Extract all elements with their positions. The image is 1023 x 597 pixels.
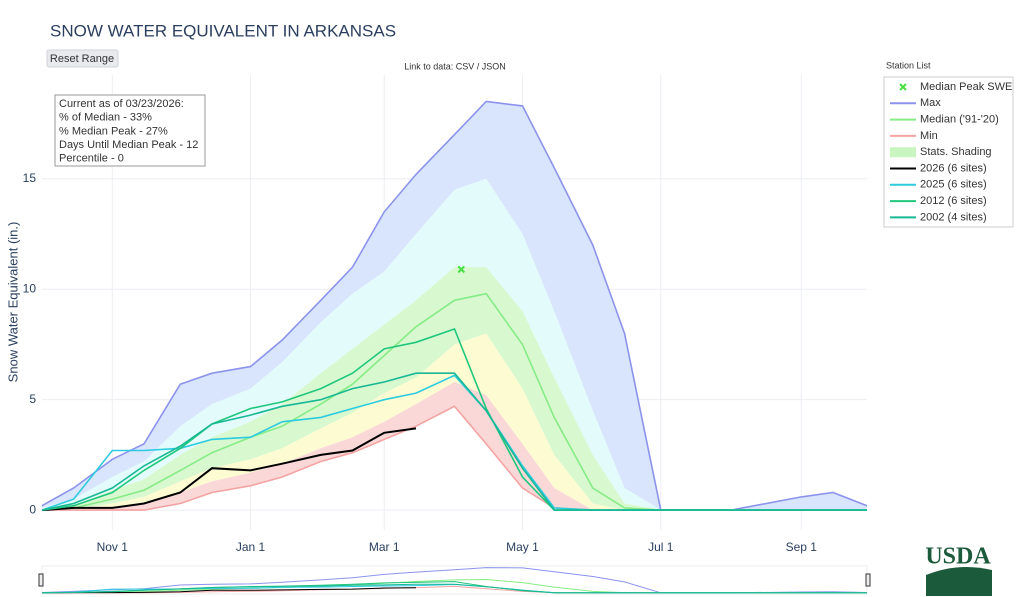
x-tick-label: Sep 1 [786,540,818,554]
x-tick-label: Nov 1 [97,540,129,554]
legend-swatch [890,147,916,158]
legend-label: 2002 (4 sites) [920,211,987,223]
info-line: % of Median - 33% [59,112,152,124]
stats-band [42,382,867,511]
legend-label: 2025 (6 sites) [920,179,987,191]
x-tick-label: May 1 [506,540,539,554]
x-tick-label: Jan 1 [236,540,266,554]
range-handle[interactable] [865,573,871,587]
stats-band [42,267,867,511]
legend-marker [899,83,907,91]
reset-button[interactable] [46,49,119,68]
info-box [54,94,206,167]
data-link[interactable]: Link to data: CSV / JSON [404,61,506,71]
series-line [41,372,867,511]
y-tick-label: 5 [29,392,36,406]
y-tick-label: 0 [29,502,36,516]
x-tick-label: Mar 1 [369,540,400,554]
y-axis-label: Snow Water Equivalent (in.) [5,222,20,383]
legend-label: 2026 (6 sites) [920,162,987,174]
stats-band [42,101,867,511]
legend-label: 2012 (6 sites) [920,195,987,207]
median-peak-marker [457,265,466,274]
legend-label: Median Peak SWE [920,81,1012,93]
legend: Median Peak SWE Max Median ('91-'20) Min Sta… [883,76,1014,228]
legend-label: Stats. Shading [920,146,992,158]
series-line [41,427,417,512]
info-line: Days Until Median Peak - 12 [59,139,198,151]
y-tick-label: 15 [23,171,37,185]
logo: USDA [925,544,992,596]
range-handle[interactable] [38,573,44,587]
range-line [41,587,417,594]
range-line [41,583,867,594]
logo-text: USDA [925,544,991,570]
legend-label: Median ('91-'20) [920,114,999,126]
stats-band [42,178,867,511]
legend-label: Max [920,97,941,109]
info-line: Current as of 03/23/2026: [59,98,184,110]
legend-title: Station List [886,60,931,70]
chart-title: SNOW WATER EQUIVALENT IN ARKANSAS [50,21,396,40]
legend-label: Min [920,130,938,142]
stats-band [42,333,867,511]
info-line: Percentile - 0 [59,153,124,165]
y-tick-label: 10 [23,281,37,295]
x-tick-label: Jul 1 [648,540,674,554]
info-line: % Median Peak - 27% [59,125,168,137]
reset-button-label[interactable]: Reset Range [50,53,114,65]
logo-field [926,566,992,596]
